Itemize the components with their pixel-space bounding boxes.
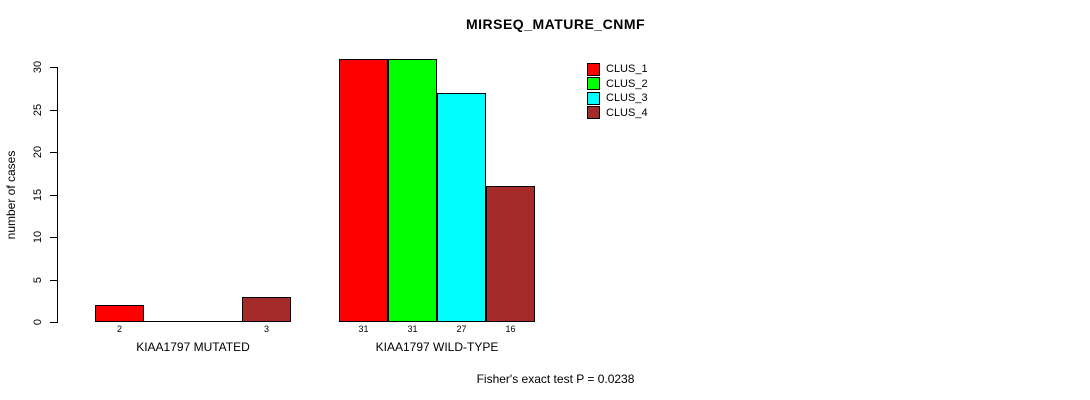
y-tick [50,322,57,323]
bar [437,92,486,322]
legend-swatch [587,77,600,91]
category-label: KIAA1797 WILD-TYPE [375,340,499,354]
y-tick-label: 5 [32,276,44,283]
y-tick-label: 0 [32,318,44,326]
y-tick-label: 15 [32,188,44,201]
legend-swatch [587,91,600,105]
category-label: KIAA1797 MUTATED [136,340,250,354]
legend-swatch [587,62,600,76]
bar-value-label: 31 [358,324,369,334]
y-axis-line [57,67,58,323]
footnote-text: Fisher's exact test P = 0.0238 [476,372,635,386]
bar-value-label: 2 [116,324,123,334]
bar-value-label: 16 [505,324,516,334]
legend-label: CLUS_4 [606,106,648,119]
bar-value-label: 3 [263,324,270,334]
bar-value-label: 31 [407,324,418,334]
y-tick [50,67,57,68]
bar [388,58,437,322]
bar-zero-baseline [193,321,242,322]
y-tick-label: 30 [32,60,44,74]
y-tick [50,194,57,196]
chart-title: MIRSEQ_MATURE_CNMF [465,16,646,32]
y-tick [50,237,57,238]
bar [339,58,388,322]
y-tick [50,152,57,153]
y-tick [50,279,57,281]
legend-entry: CLUS_4 [587,106,648,121]
legend-label: CLUS_2 [606,77,648,90]
y-tick-label: 20 [32,145,44,159]
y-tick [50,109,57,111]
y-tick-label: 10 [32,230,44,244]
legend-label: CLUS_3 [606,92,648,105]
bar [486,186,535,322]
legend-label: CLUS_1 [606,63,648,76]
legend-swatch [587,106,600,120]
y-axis-label: number of cases [4,150,18,240]
bar-value-label: 27 [456,324,467,334]
bar [242,296,291,322]
legend: CLUS_1 CLUS_2 CLUS_3 CLUS_4 [587,62,648,120]
bar-zero-baseline [144,321,193,322]
y-tick-label: 25 [32,103,44,116]
bar [95,305,144,322]
legend-entry: CLUS_2 [587,77,648,92]
legend-entry: CLUS_1 [587,62,648,77]
legend-entry: CLUS_3 [587,91,648,106]
